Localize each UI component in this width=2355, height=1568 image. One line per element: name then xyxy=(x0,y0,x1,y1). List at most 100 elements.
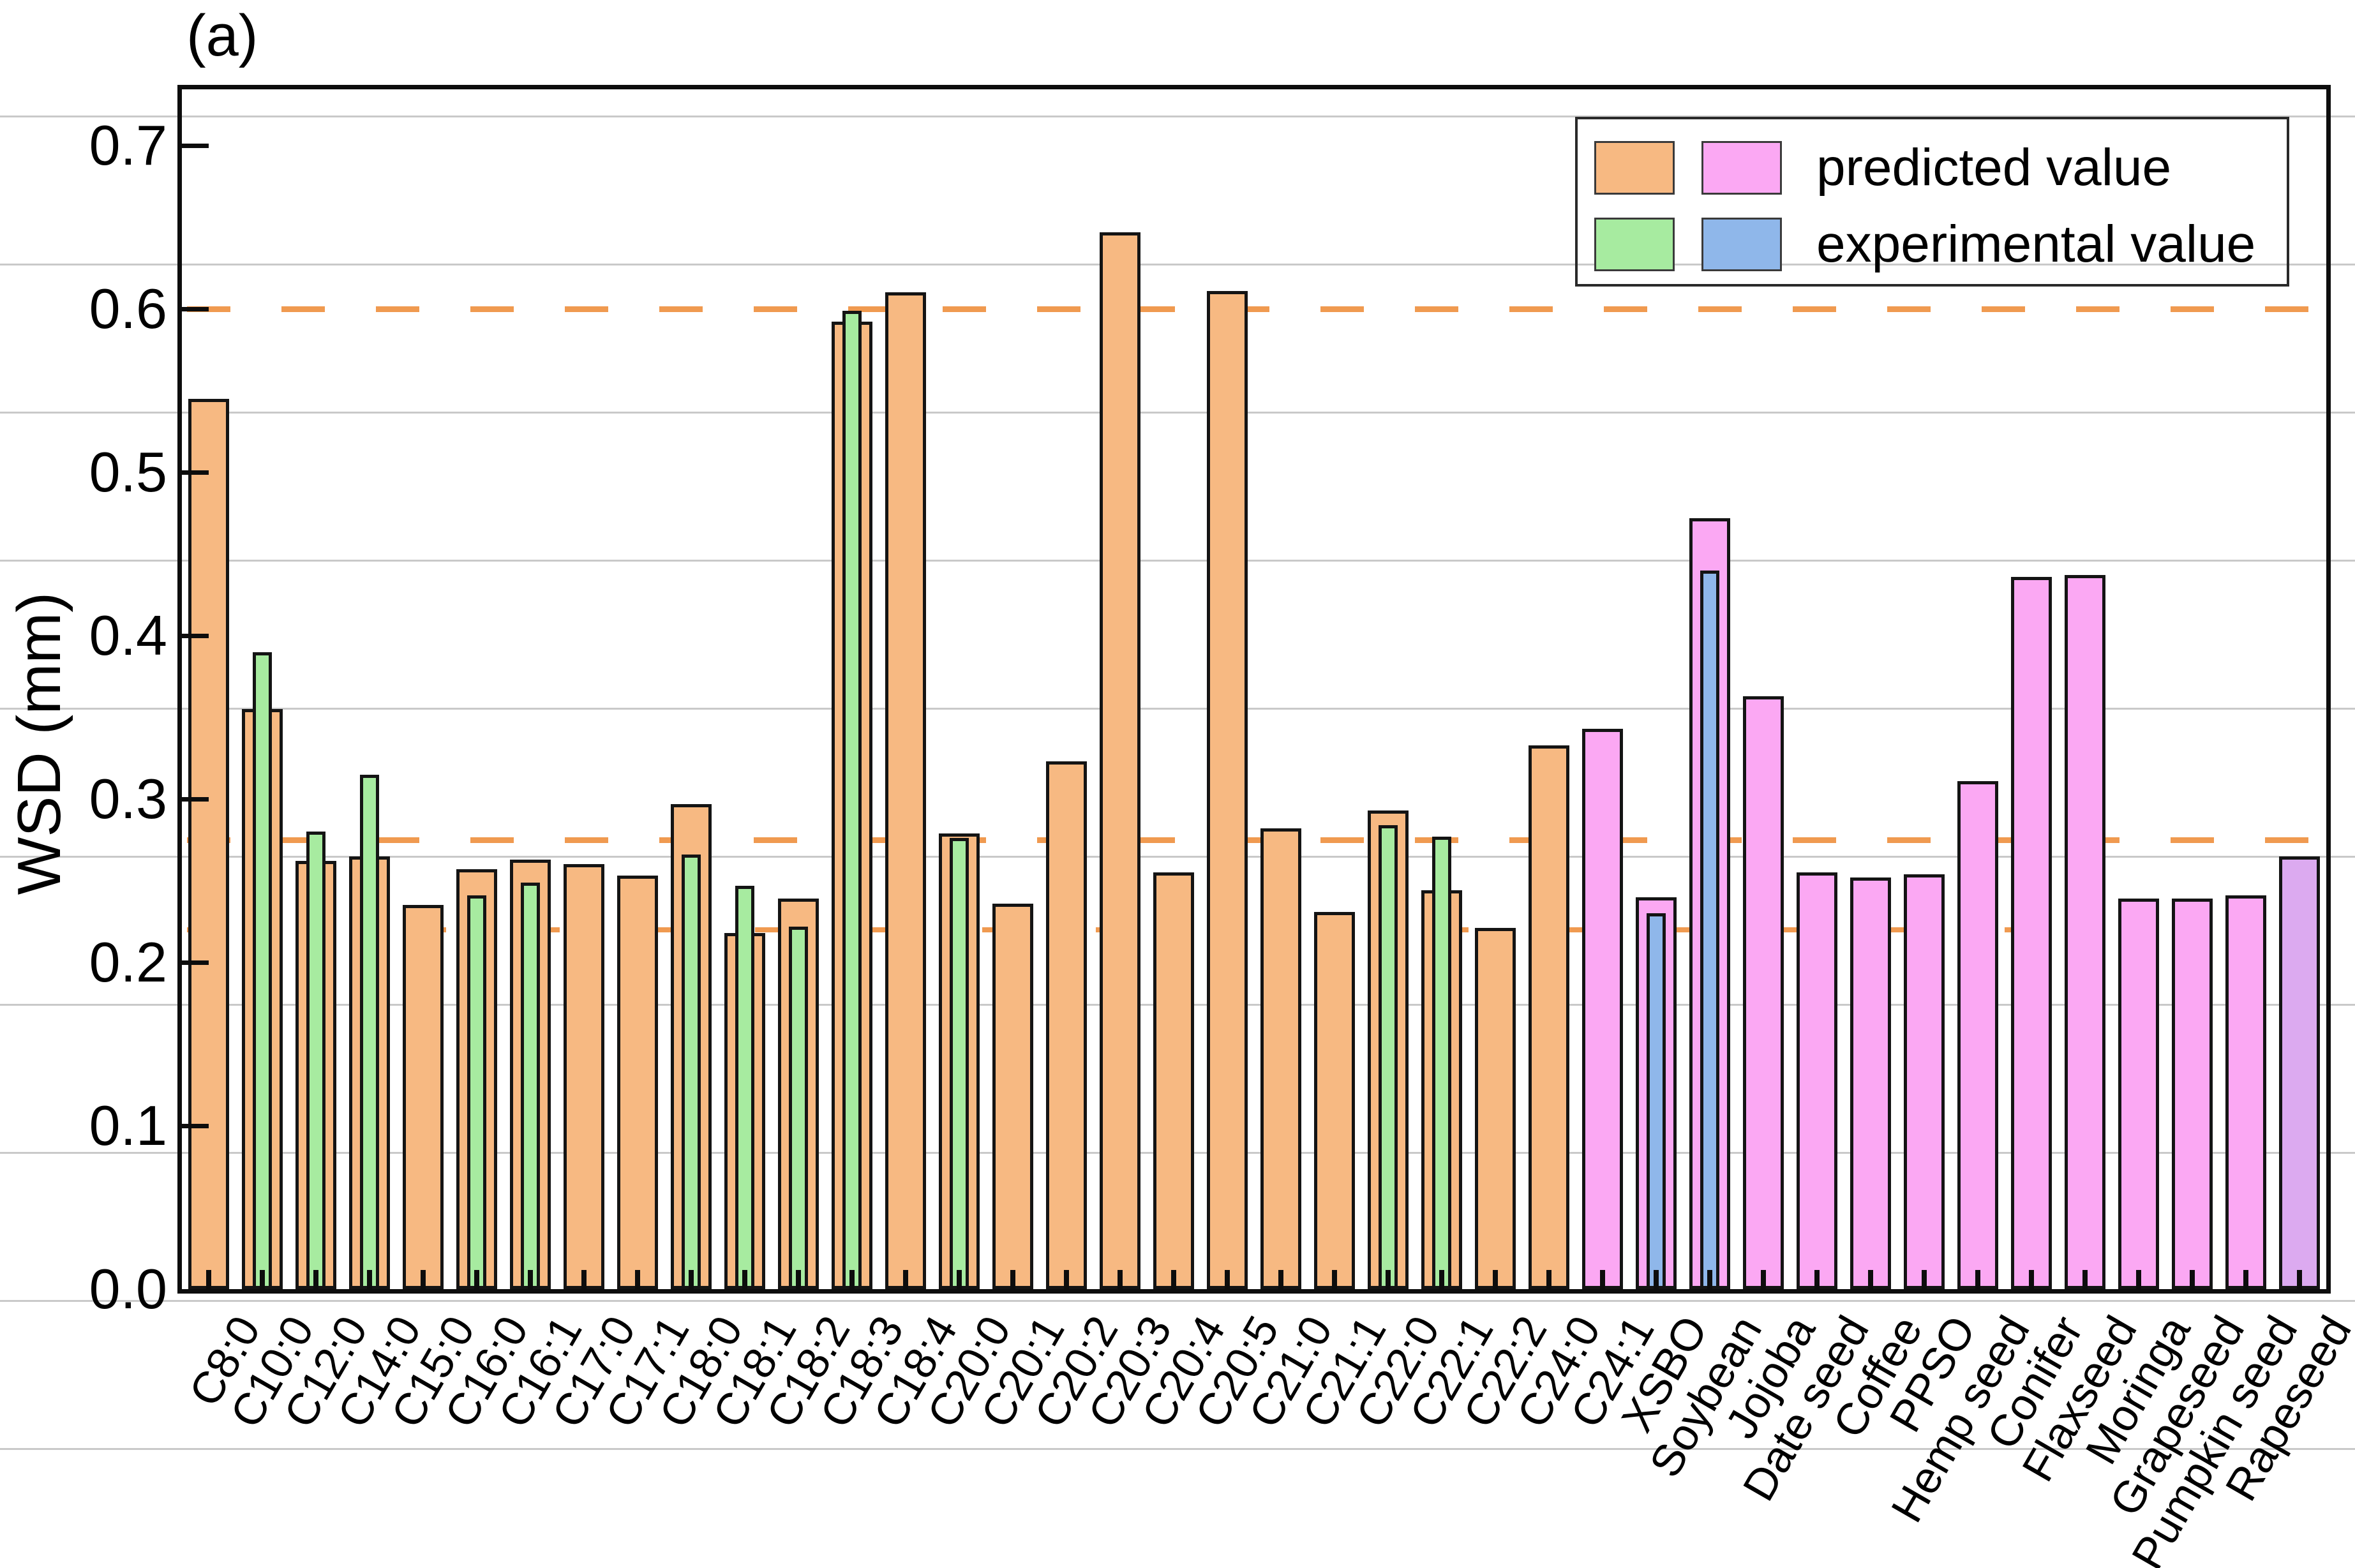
x-tick-C18:3 xyxy=(849,1270,855,1289)
bar-predicted-Pumpkin seed xyxy=(2225,895,2266,1289)
bar-predicted-Grapeseed xyxy=(2172,899,2213,1289)
bar-predicted-C20:3 xyxy=(1100,232,1140,1289)
y-tick-0.1 xyxy=(182,1124,209,1128)
y-tick-0.5 xyxy=(182,470,209,475)
bar-predicted-C20:4 xyxy=(1153,872,1194,1289)
bar-predicted-C8:0 xyxy=(188,399,229,1289)
y-tick-label-0.1: 0.1 xyxy=(89,1094,167,1157)
bar-predicted-C17:1 xyxy=(617,876,658,1289)
bar-predicted-C17:0 xyxy=(564,864,604,1289)
predicted-fatty-acid-swatch xyxy=(1594,141,1675,195)
predicted-oil-swatch xyxy=(1701,141,1782,195)
page-ruling-line xyxy=(0,560,2355,562)
y-tick-label-0.3: 0.3 xyxy=(89,767,167,830)
bar-predicted-C24:1 xyxy=(1582,729,1623,1289)
bar-experimental-C18:2 xyxy=(789,927,808,1289)
bar-predicted-C15:0 xyxy=(403,905,444,1289)
y-tick-label-0.5: 0.5 xyxy=(89,440,167,504)
x-tick-C18:2 xyxy=(796,1270,801,1289)
x-tick-C18:4 xyxy=(903,1270,908,1289)
reference-dashed-line-0.6 xyxy=(187,306,2321,312)
legend-label-predicted: predicted value xyxy=(1816,138,2172,197)
x-tick-C20:1 xyxy=(1010,1270,1015,1289)
page-ruling-line xyxy=(0,1300,2355,1302)
x-tick-C16:1 xyxy=(528,1270,533,1289)
y-tick-label-0.6: 0.6 xyxy=(89,277,167,340)
bar-predicted-C22:2 xyxy=(1475,928,1516,1289)
bar-predicted-Flaxseed xyxy=(2065,575,2105,1289)
bar-experimental-C18:1 xyxy=(735,886,754,1289)
bar-predicted-Conifer xyxy=(2011,577,2052,1289)
reference-dashed-line-0.22 xyxy=(187,927,2321,932)
x-tick-Rapeseed xyxy=(2297,1270,2302,1289)
page-ruling-line xyxy=(0,708,2355,710)
experimental-oil-swatch xyxy=(1701,218,1782,271)
legend-row-predicted: predicted value xyxy=(1594,138,2172,197)
bar-experimental-C14:0 xyxy=(360,775,379,1289)
bar-experimental-C22:0 xyxy=(1379,825,1398,1289)
x-tick-C12:0 xyxy=(313,1270,318,1289)
legend-label-experimental: experimental value xyxy=(1816,215,2256,273)
y-tick-label-0.7: 0.7 xyxy=(89,114,167,177)
bar-predicted-C20:2 xyxy=(1046,761,1087,1289)
x-tick-C24:0 xyxy=(1546,1270,1551,1289)
bar-experimental-C16:0 xyxy=(467,895,486,1289)
bar-experimental-Soybean xyxy=(1700,571,1719,1289)
x-tick-C20:5 xyxy=(1225,1270,1230,1289)
page-ruling-line xyxy=(0,264,2355,265)
page-ruling-line xyxy=(0,1448,2355,1450)
x-tick-C22:2 xyxy=(1493,1270,1498,1289)
y-tick-0.4 xyxy=(182,634,209,638)
bar-predicted-Date seed xyxy=(1797,872,1837,1289)
reference-dashed-line-0.275 xyxy=(187,837,2321,843)
y-tick-0.6 xyxy=(182,307,209,311)
bar-experimental-XSBO xyxy=(1647,913,1666,1289)
x-tick-C20:4 xyxy=(1171,1270,1176,1289)
x-tick-Moringa xyxy=(2136,1270,2141,1289)
x-tick-XSBO xyxy=(1654,1270,1659,1289)
bar-experimental-C22:1 xyxy=(1432,837,1451,1289)
bar-experimental-C20:0 xyxy=(950,838,969,1289)
bar-experimental-C16:1 xyxy=(521,883,540,1289)
x-tick-Soybean xyxy=(1707,1270,1712,1289)
x-tick-C20:3 xyxy=(1118,1270,1123,1289)
x-tick-Flaxseed xyxy=(2082,1270,2088,1289)
x-tick-C15:0 xyxy=(421,1270,426,1289)
y-tick-label-0.2: 0.2 xyxy=(89,930,167,994)
bar-predicted-C21:0 xyxy=(1260,828,1301,1289)
x-tick-C16:0 xyxy=(474,1270,479,1289)
x-tick-C10:0 xyxy=(260,1270,265,1289)
bar-predicted-Coffee xyxy=(1850,877,1891,1289)
x-tick-Hemp seed xyxy=(1975,1270,1980,1289)
bar-predicted-C18:4 xyxy=(885,292,926,1289)
y-tick-label-0.4: 0.4 xyxy=(89,604,167,667)
x-tick-C24:1 xyxy=(1600,1270,1605,1289)
x-tick-Conifer xyxy=(2029,1270,2034,1289)
y-tick-0.2 xyxy=(182,960,209,965)
x-tick-C14:0 xyxy=(367,1270,372,1289)
x-tick-C22:0 xyxy=(1386,1270,1391,1289)
bar-experimental-C12:0 xyxy=(306,832,325,1289)
x-tick-C22:1 xyxy=(1439,1270,1444,1289)
bar-predicted-Rapeseed xyxy=(2279,856,2320,1289)
x-tick-C17:0 xyxy=(581,1270,587,1289)
bar-experimental-C18:3 xyxy=(842,311,862,1289)
bar-predicted-Hemp seed xyxy=(1957,781,1998,1289)
bar-experimental-C18:0 xyxy=(682,855,701,1289)
bar-predicted-C24:0 xyxy=(1529,745,1569,1289)
page-ruling-line xyxy=(0,856,2355,858)
x-tick-C8:0 xyxy=(206,1270,211,1289)
x-tick-C21:1 xyxy=(1332,1270,1337,1289)
x-tick-Pumpkin seed xyxy=(2243,1270,2248,1289)
bar-predicted-Jojoba xyxy=(1743,696,1784,1289)
x-tick-C18:0 xyxy=(689,1270,694,1289)
bar-predicted-PPSO xyxy=(1904,874,1945,1289)
experimental-fatty-acid-swatch xyxy=(1594,218,1675,271)
bar-predicted-C20:5 xyxy=(1207,291,1248,1289)
x-tick-Coffee xyxy=(1868,1270,1873,1289)
y-tick-0.3 xyxy=(182,797,209,802)
x-tick-C17:1 xyxy=(635,1270,640,1289)
figure-panel-label: (a) xyxy=(186,3,258,68)
x-tick-C20:2 xyxy=(1064,1270,1069,1289)
